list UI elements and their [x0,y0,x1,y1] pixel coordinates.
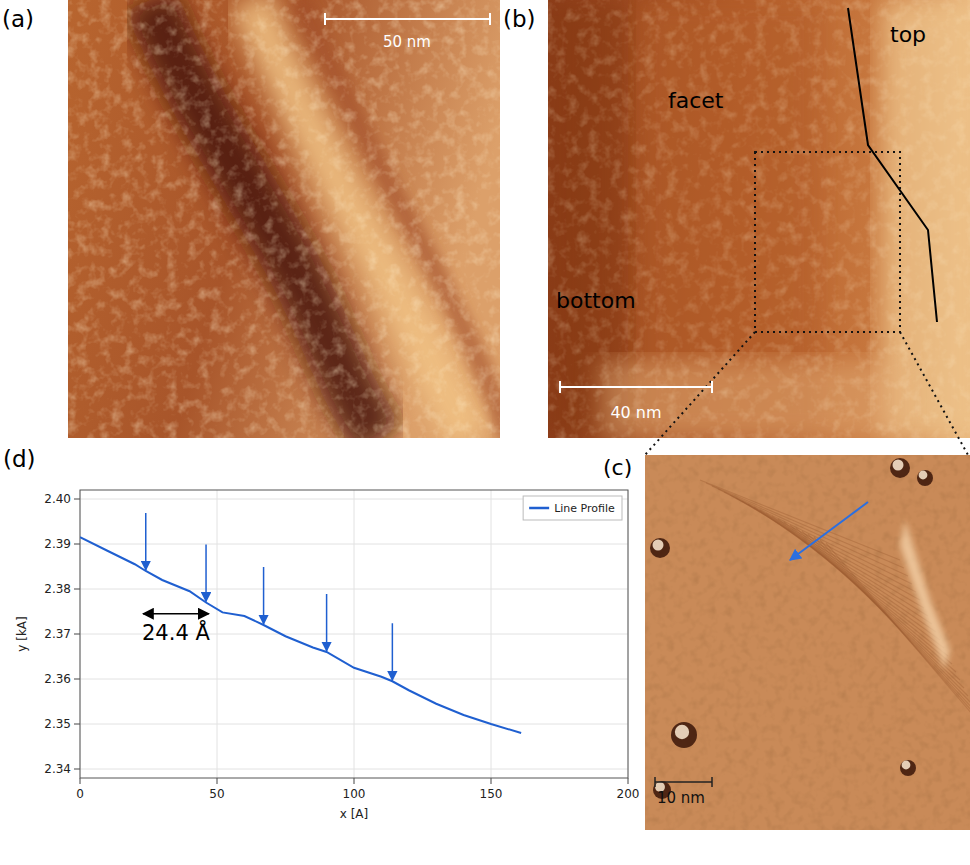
tick-mark [74,634,80,635]
stm-image-c [645,455,970,830]
adsorbate-highlight [893,460,904,471]
tick-mark [217,778,218,784]
plot-area [80,490,628,778]
step-arrow [263,567,265,624]
spacing-arrow [143,613,209,615]
scale-bar-end [489,13,491,25]
panel-label: (b) [503,6,536,32]
plot-frame [80,490,628,778]
legend-swatch [529,507,549,510]
tick-label: 2.40 [44,492,71,506]
tick-mark [628,778,629,784]
atomic-row [712,486,908,576]
line-chart: 0 50 100 150 200 2.34 2.35 2.36 2.37 2.38 2.39 2.40… [15,490,639,821]
panel-label: (d) [3,446,36,472]
tick-label: 50 [209,787,224,801]
legend-box [523,496,622,520]
step-arrow [145,513,147,570]
adsorbate [671,722,697,748]
tick-mark [74,544,80,545]
step-arrow [392,623,394,680]
scale-bar [560,386,712,388]
tick-mark [74,769,80,770]
atomic-row [814,537,970,712]
panel-label: (a) [2,6,34,32]
texture [68,0,500,438]
adsorbate [917,470,933,486]
legend: Line Profile [523,496,622,520]
grid-line [80,724,628,725]
tick-label: 2.36 [44,672,71,686]
atomic-row [718,489,912,584]
tick-mark [80,778,81,784]
grid-line [80,679,628,680]
image-ground [548,0,970,438]
figure: 50 nm (a) facet top bottom 40 nm (b) 10 nm (c) (d… [0,0,970,865]
stm-image-b [548,0,970,438]
atomic-row [700,480,900,560]
adsorbate-highlight [653,540,664,551]
scale-bar-label: 10 nm [657,789,705,807]
facet-edge [848,8,937,322]
tick-label: 2.37 [44,627,71,641]
scale-bar-label: 50 nm [383,33,431,51]
atomic-row [706,483,904,568]
tick-label: 0 [76,787,84,801]
scale-bar [655,781,712,783]
zoom-line [645,332,755,455]
scale-bar-end [711,777,713,787]
region-label: facet [668,88,724,113]
adsorbate-highlight [902,761,911,770]
image-ground [645,455,970,830]
region-label: top [890,22,926,47]
scale-bar-end [654,777,656,787]
tick-mark [74,499,80,500]
tick-label: 100 [343,787,366,801]
scale-bar-end [324,13,326,25]
stm-image-a [68,0,500,438]
legend-label: Line Profile [554,502,615,515]
tick-mark [74,589,80,590]
tick-mark [491,778,492,784]
tick-mark [74,724,80,725]
step-arrow [326,594,328,651]
tick-label: 200 [617,787,640,801]
scale-bar [325,18,490,20]
grid-line [80,544,628,545]
image-ground [68,0,500,438]
scale-bar-end [711,381,713,393]
tick-mark [74,679,80,680]
region-label: bottom [556,288,636,313]
scale-bar-end [559,381,561,393]
adsorbate [650,538,670,558]
tick-label: 2.39 [44,537,71,551]
adsorbate-highlight [675,725,689,739]
axis-title: y [kA] [15,616,29,651]
annotation: 24.4 Å [142,619,210,645]
step-arrow [205,545,207,602]
adsorbate-highlight [919,471,928,480]
tick-label: 2.35 [44,717,71,731]
tick-label: 2.34 [44,762,71,776]
ridge [900,520,950,670]
zoom-box [755,152,900,332]
texture [548,0,970,438]
axis-title: x [A] [340,807,369,821]
adsorbate [900,760,916,776]
grid-line [80,769,628,770]
direction-arrow [790,502,868,560]
scale-bar-label: 40 nm [610,403,661,422]
texture [645,455,970,830]
atomic-row [820,540,970,720]
atomic-row [826,543,970,728]
tick-label: 150 [480,787,503,801]
tick-label: 2.38 [44,582,71,596]
adsorbate [890,458,910,478]
tick-mark [354,778,355,784]
zoom-line [900,332,968,455]
grid-line [80,589,628,590]
panel-label: (c) [603,455,632,480]
